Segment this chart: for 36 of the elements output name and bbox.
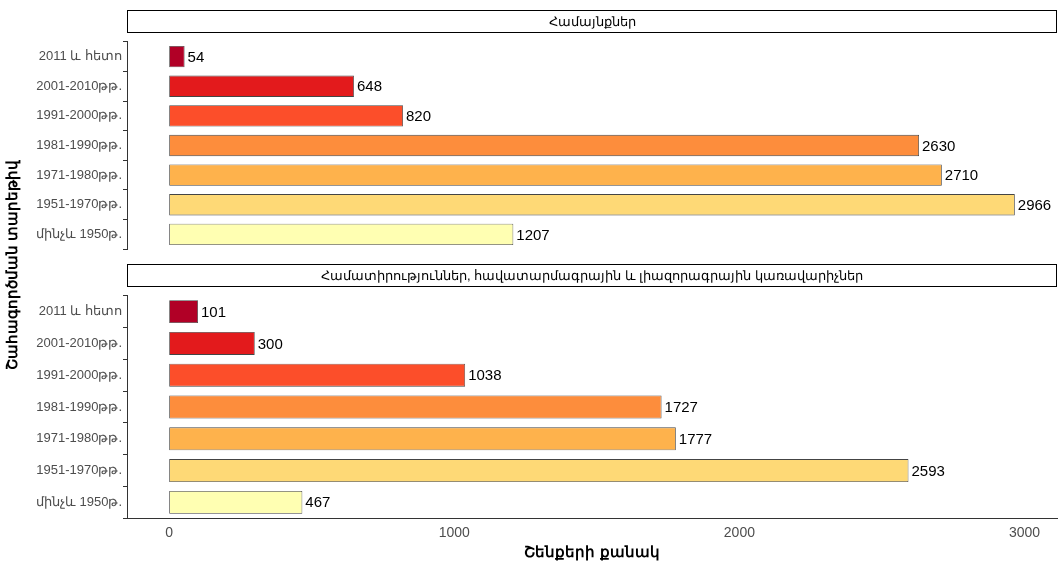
y-tick-label: 1971-1980թթ.	[36, 166, 122, 182]
data-label: 467	[305, 493, 331, 511]
data-label: 101	[200, 302, 227, 320]
x-tick-label: 1000	[438, 524, 471, 541]
data-label: 2630	[922, 136, 956, 154]
y-tick-label: 1971-1980թթ.	[36, 430, 122, 446]
y-tick-label: մինչև 1950թ.	[35, 493, 122, 509]
data-label: 1207	[516, 225, 550, 243]
data-label: 1777	[678, 429, 713, 447]
data-label: 2593	[911, 461, 945, 479]
data-label: 648	[356, 77, 382, 95]
x-tick-label: 2000	[723, 524, 756, 541]
y-tick-label: 1951-1970թթ.	[36, 462, 122, 478]
data-label: 2966	[1017, 195, 1052, 213]
y-tick-label: 1991-2000թթ.	[36, 366, 122, 382]
y-axis-title: Շահագործման տարեթիվ	[3, 159, 21, 371]
data-label: 300	[257, 334, 283, 352]
data-label: 54	[187, 47, 205, 65]
x-tick-label: 0	[165, 524, 174, 541]
data-label: 1038	[468, 366, 502, 384]
y-tick-label: մինչև 1950թ.	[35, 225, 122, 241]
y-tick-label: 2001-2010թթ.	[36, 77, 122, 93]
x-axis-title: Շենքերի քանակ	[524, 543, 660, 561]
data-label: 820	[405, 107, 432, 125]
y-tick-label: 1981-1990թթ.	[36, 137, 122, 153]
data-label: 2710	[944, 166, 979, 184]
y-tick-label: 1951-1970թթ.	[36, 196, 122, 212]
y-tick-label: 1981-1990թթ.	[36, 398, 122, 414]
y-tick-label: 2011 և հետո	[38, 303, 122, 319]
y-tick-label: 2001-2010թթ.	[36, 335, 122, 351]
chart-title: Համայնքներ	[127, 10, 1057, 33]
data-label: 1727	[664, 398, 698, 416]
y-tick-label: 2011 և հետո	[38, 48, 122, 64]
x-tick-label: 3000	[1008, 524, 1041, 541]
chart-title: Համատիրություններ, հավատարմագրային և լիազորագրային կառավարիչներ	[127, 264, 1057, 287]
y-tick-label: 1991-2000թթ.	[36, 107, 122, 123]
